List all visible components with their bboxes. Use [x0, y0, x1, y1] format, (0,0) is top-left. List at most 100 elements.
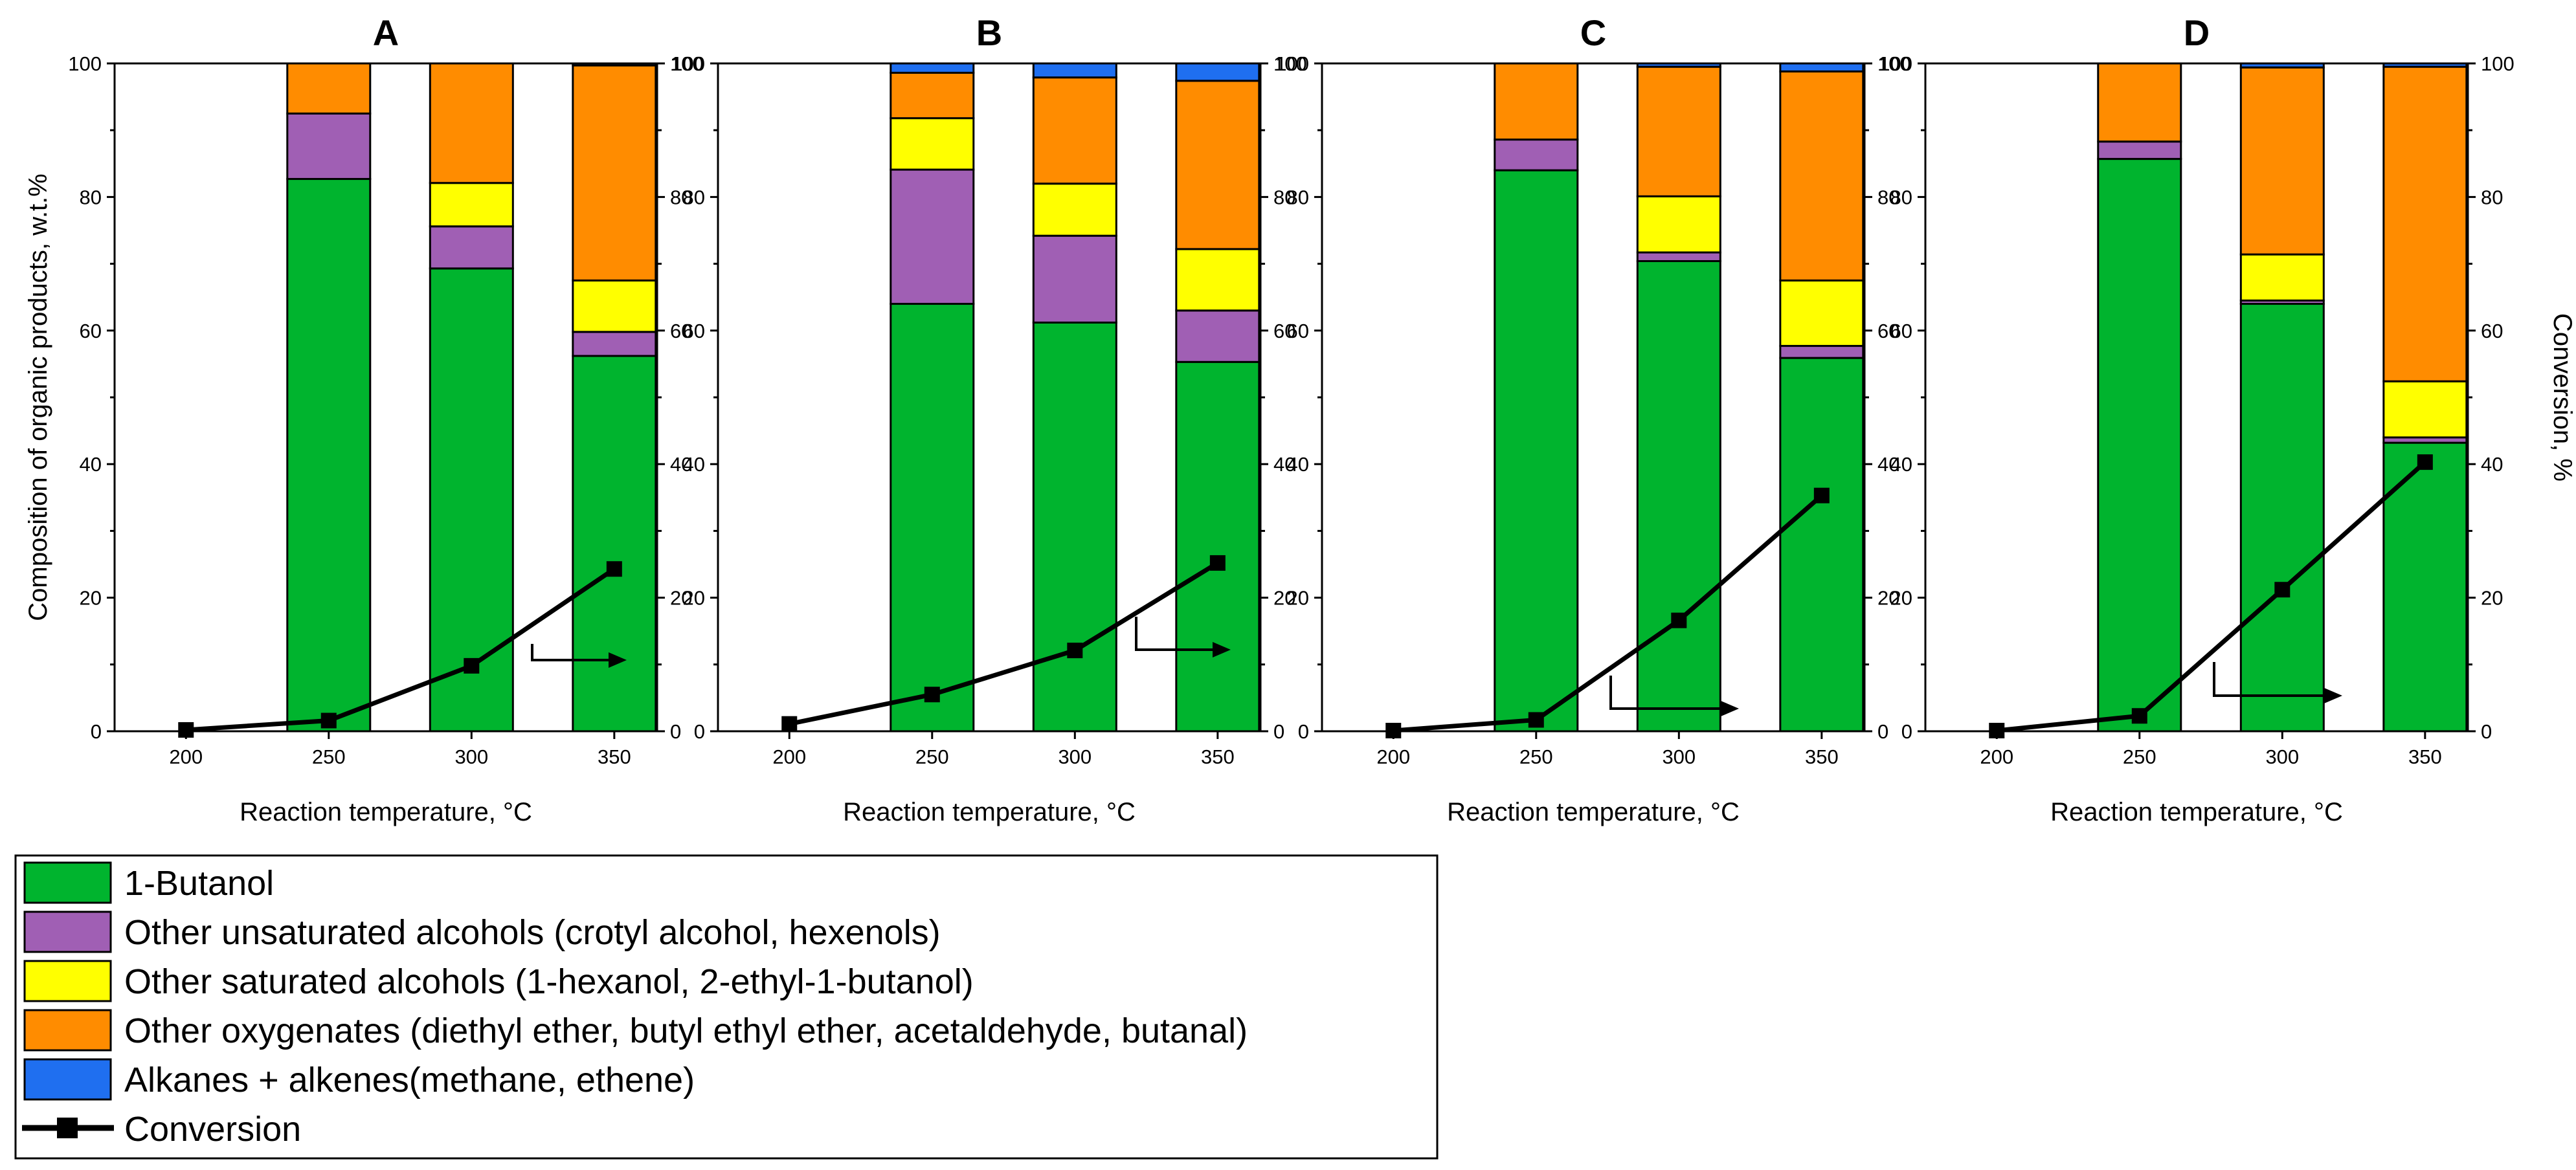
right-axis-arrow [531, 644, 623, 661]
bar-segment-350-5 [1779, 62, 1865, 72]
y-tick-label-right: 60 [1877, 320, 1899, 342]
bar-segment-300-3 [1636, 195, 1721, 254]
bar-segment-300-3 [2239, 253, 2325, 302]
x-tick-label: 350 [1805, 745, 1839, 768]
conversion-point [178, 722, 194, 738]
y-axis-title-left: Composition of organic products, w.t.% [24, 173, 52, 621]
bar-segment-250-1 [890, 303, 975, 733]
bar-segment-350-1 [572, 355, 657, 733]
bar-segment-350-3 [2382, 380, 2468, 439]
y-tick-label-right: 60 [670, 320, 692, 342]
x-axis-title: Reaction temperature, °C [240, 798, 532, 826]
y-tick-label-left: 80 [1287, 186, 1309, 208]
y-tick-label-left: 100 [1879, 52, 1912, 75]
bar-segment-250-1 [1494, 169, 1579, 733]
y-tick-label-left: 40 [1890, 453, 1912, 476]
bar-segment-300-2 [429, 225, 514, 270]
conversion-point [1671, 612, 1687, 628]
bar-segment-300-3 [429, 182, 514, 228]
y-tick-label-right: 80 [670, 186, 692, 208]
bar-segment-250-1 [2097, 158, 2182, 733]
x-tick-label: 300 [454, 745, 488, 768]
y-axis-title-right: Conversion, % [2548, 313, 2576, 481]
x-tick-label: 200 [772, 745, 806, 768]
x-tick-label: 200 [1980, 745, 2013, 768]
y-tick-label-left: 80 [1890, 186, 1912, 208]
legend-label-conversion: Conversion [124, 1110, 301, 1149]
right-axis-arrowhead [2324, 688, 2342, 703]
y-tick-label-left: 80 [683, 186, 705, 208]
x-tick-label: 300 [1662, 745, 1696, 768]
legend-swatch [23, 861, 112, 904]
x-tick-label: 250 [312, 745, 346, 768]
bar-segment-350-3 [572, 279, 657, 333]
y-tick-label-left: 60 [1287, 320, 1309, 342]
y-tick-label-right: 80 [2481, 186, 2503, 208]
conversion-point [1067, 643, 1083, 659]
bar-segment-350-4 [572, 64, 657, 281]
legend-label: Other oxygenates (diethyl ether, butyl e… [124, 1011, 1248, 1050]
bar-segment-350-2 [1175, 309, 1260, 363]
x-tick-label: 250 [915, 745, 949, 768]
conversion-point [2274, 582, 2290, 598]
y-tick-label-left: 0 [1298, 720, 1309, 743]
conversion-point [1989, 722, 2005, 738]
y-tick-label-left: 20 [1890, 587, 1912, 610]
bar-segment-300-1 [1636, 259, 1721, 733]
right-axis-arrow [1135, 617, 1227, 651]
bar-segment-350-4 [1779, 70, 1865, 281]
y-tick-label-right: 20 [1273, 587, 1295, 610]
bar-segment-300-1 [1032, 321, 1117, 733]
x-axis-title: Reaction temperature, °C [843, 798, 1136, 826]
right-axis-arrowhead [609, 652, 627, 668]
conversion-point [320, 712, 337, 729]
conversion-point [464, 657, 480, 674]
conversion-line [789, 560, 1219, 727]
bar-segment-350-5 [1175, 62, 1260, 82]
conversion-point [1209, 555, 1226, 571]
bar-segment-300-4 [429, 62, 514, 184]
panel-title: D [2184, 12, 2210, 53]
x-tick-label: 350 [2408, 745, 2442, 768]
x-tick-label: 250 [1519, 745, 1553, 768]
bar-segment-250-4 [2097, 62, 2182, 143]
y-tick-label-right: 100 [670, 52, 704, 75]
y-tick-label-right: 0 [1273, 720, 1284, 743]
bar-segment-250-4 [1494, 62, 1579, 141]
bar-segment-250-2 [1494, 138, 1579, 171]
bar-segment-350-2 [1779, 345, 1865, 359]
bar-segment-300-3 [1032, 182, 1117, 237]
y-tick-label-right: 80 [1273, 186, 1295, 208]
legend-box [14, 854, 1439, 1160]
bar-segment-300-5 [1032, 62, 1117, 79]
conversion-point [924, 687, 940, 703]
conversion-point [1528, 712, 1544, 728]
y-tick-label-left: 20 [683, 587, 705, 610]
bar-segment-350-4 [1175, 80, 1260, 250]
right-axis-arrowhead [1721, 701, 1739, 716]
bar-segment-350-1 [1779, 357, 1865, 733]
x-tick-label: 200 [169, 745, 203, 768]
bar-segment-250-1 [286, 178, 372, 733]
y-tick-label-left: 40 [80, 453, 102, 476]
conversion-line [1996, 460, 2427, 733]
y-tick-label-left: 100 [671, 52, 705, 75]
legend-swatch [23, 1058, 112, 1101]
y-tick-label-right: 40 [1273, 453, 1295, 476]
right-axis-arrow [1609, 676, 1735, 710]
conversion-line [186, 567, 616, 733]
legend-swatch [23, 911, 112, 953]
legend-label: Other unsaturated alcohols (crotyl alcoh… [124, 913, 941, 952]
y-tick-label-right: 20 [2481, 587, 2503, 610]
y-tick-label-right: 0 [670, 720, 681, 743]
bar-segment-250-2 [890, 168, 975, 305]
y-tick-label-left: 20 [1287, 587, 1309, 610]
conversion-point [2417, 454, 2433, 470]
x-tick-label: 300 [2265, 745, 2299, 768]
y-tick-label-left: 0 [694, 720, 705, 743]
bar-segment-250-4 [890, 71, 975, 120]
